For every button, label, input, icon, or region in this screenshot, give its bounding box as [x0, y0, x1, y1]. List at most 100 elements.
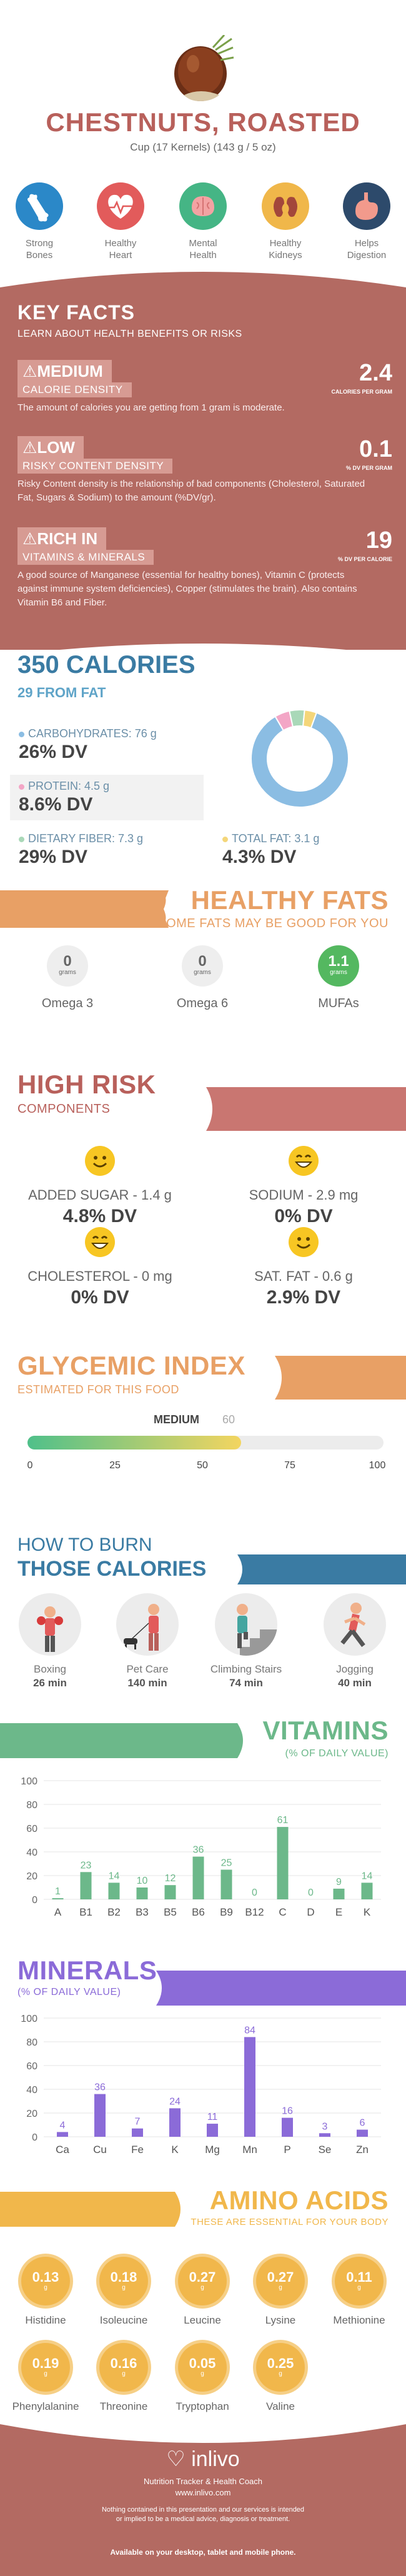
vitamins-subtitle: (% OF DAILY VALUE): [285, 1748, 389, 1759]
data-label: 4: [60, 2120, 66, 2131]
glycemic-title: GLYCEMIC INDEX: [17, 1351, 245, 1380]
footer-url[interactable]: www.inlivo.com: [175, 2488, 231, 2497]
burn-pet-care: Pet Care 140 min: [110, 1593, 185, 1689]
calories-section: 350 CALORIES 29 FROM FAT CARBOHYDRATES: …: [0, 650, 406, 867]
burn-section: HOW TO BURN THOSE CALORIES: [0, 1524, 406, 1712]
fat-unit: grams: [59, 969, 76, 976]
amino-value: 0.13: [32, 2269, 59, 2285]
fact-name: RISKY CONTENT DENSITY: [17, 459, 173, 474]
fact-vitamins-minerals: ⚠RICH IN VITAMINS & MINERALS A good sour…: [17, 527, 392, 610]
amino-value: 0.19: [32, 2355, 59, 2371]
fact-level: RICH IN: [37, 529, 98, 548]
x-tick-label: C: [279, 1906, 286, 1918]
amino-phenylalanine: 0.19 g Phenylalanine: [11, 2343, 80, 2413]
fat-value: 0: [198, 953, 207, 970]
macro-name: TOTAL FAT: 3.1 g: [232, 832, 320, 845]
amino-value: 0.18: [110, 2269, 137, 2285]
benefit-mental-health: Mental Health: [169, 182, 237, 261]
fat-unit: grams: [330, 969, 347, 976]
risk-dv: 2.9% DV: [266, 1287, 341, 1308]
fact-level: MEDIUM: [37, 362, 103, 380]
data-label: 14: [109, 1871, 120, 1881]
burn-name: Pet Care: [126, 1663, 169, 1675]
data-label: 9: [336, 1877, 342, 1887]
fact-unit: CALORIES PER GRAM: [331, 389, 392, 395]
gi-tick-label: 100: [369, 1460, 386, 1471]
burn-title-1: HOW TO BURN: [17, 1534, 152, 1555]
amino-lysine: 0.27 g Lysine: [246, 2257, 315, 2327]
bar: [192, 1856, 204, 1899]
macro-protein: PROTEIN: 4.5 g 8.6% DV: [10, 775, 204, 820]
gi-tick-label: 50: [197, 1460, 208, 1471]
data-label: 24: [169, 2096, 181, 2107]
bar: [80, 1872, 92, 1899]
risk-name: CHOLESTEROL - 0 mg: [27, 1268, 172, 1284]
footer: ♡ inlivo Nutrition Tracker & Health Coac…: [0, 2424, 406, 2576]
burn-name: Jogging: [336, 1663, 374, 1675]
amino-unit: g: [201, 2284, 204, 2291]
amino-name: Histidine: [25, 2314, 66, 2326]
macro-fiber: DIETARY FIBER: 7.3 g 29% DV: [10, 827, 204, 873]
fat-value: 1.1: [328, 953, 349, 970]
data-label: 84: [244, 2025, 255, 2036]
x-tick-label: E: [335, 1906, 342, 1918]
fact-desc: A good source of Manganese (essential fo…: [17, 570, 357, 608]
amino-name: Phenylalanine: [12, 2400, 79, 2412]
glycemic-value: 60: [222, 1413, 235, 1426]
amino-name: Methionine: [333, 2314, 385, 2326]
macro-fat: TOTAL FAT: 3.1 g 4.3% DV: [214, 827, 406, 873]
y-tick-label: 0: [32, 2132, 37, 2143]
fact-unit: % DV PER CALORIE: [337, 556, 392, 562]
bar: [136, 1887, 148, 1899]
x-tick-label: Mg: [205, 2144, 220, 2156]
x-tick-label: B1: [79, 1906, 92, 1918]
minerals-chart: 0 20 40 60 80 100 4 Ca 36 Cu 7 Fe 24 K 11 Mg 84 Mn 16 P 3 Se 6…: [21, 2014, 381, 2156]
fat-unit: grams: [194, 969, 211, 976]
y-tick-label: 20: [26, 1871, 37, 1882]
y-tick-label: 40: [26, 1847, 37, 1858]
data-label: 0: [252, 1887, 257, 1898]
data-label: 0: [308, 1887, 314, 1898]
x-tick-label: B5: [164, 1906, 177, 1918]
benefit-healthy-heart: Healthy Heart: [86, 182, 155, 261]
data-label: 11: [207, 2112, 218, 2122]
amino-valine: 0.25 g Valine: [246, 2343, 315, 2413]
amino-unit: g: [122, 2370, 126, 2377]
amino-unit: g: [279, 2284, 282, 2291]
fact-desc: Risky Content density is the relationshi…: [17, 479, 365, 503]
bar: [132, 2128, 143, 2137]
y-tick-label: 100: [21, 1776, 37, 1787]
grin-icon: [289, 1146, 319, 1176]
warning-icon: ⚠: [22, 529, 37, 548]
bar: [207, 2124, 218, 2137]
x-tick-label: Cu: [93, 2144, 107, 2156]
macro-dv: 4.3% DV: [222, 847, 297, 867]
benefit-label: Strong Bones: [25, 238, 54, 261]
amino-tryptophan: 0.05 g Tryptophan: [168, 2343, 237, 2413]
x-tick-label: Fe: [131, 2144, 144, 2156]
data-label: 1: [55, 1886, 61, 1897]
fact-level: LOW: [37, 438, 75, 457]
amino-unit: g: [357, 2284, 361, 2291]
bar: [357, 2129, 368, 2137]
bar: [108, 1882, 120, 1899]
key-facts-subtitle: LEARN ABOUT HEALTH BENEFITS OR RISKS: [17, 329, 242, 339]
risk-sat-fat: SAT. FAT - 0.6 g 2.9% DV: [222, 1227, 385, 1308]
benefit-label: Helps Digestion: [347, 238, 387, 261]
fact-risky-content: ⚠LOW RISKY CONTENT DENSITY Risky Content…: [17, 436, 392, 505]
gi-fill: [27, 1436, 241, 1450]
bar: [94, 2094, 106, 2137]
warning-icon: ⚠: [22, 438, 37, 457]
data-label: 12: [165, 1873, 176, 1884]
x-tick-label: Zn: [356, 2144, 369, 2156]
footer-disclaimer: Nothing contained in this presentation a…: [101, 2506, 305, 2523]
y-tick-label: 60: [26, 2061, 37, 2072]
macro-dv: 29% DV: [19, 847, 88, 867]
y-tick-label: 40: [26, 2085, 37, 2096]
burn-minutes: 74 min: [229, 1677, 263, 1689]
footer-logo[interactable]: ♡ inlivo: [0, 2447, 406, 2472]
bar: [319, 2133, 330, 2137]
amino-name: Lysine: [265, 2314, 296, 2326]
brain-icon: [179, 182, 227, 230]
data-label: 10: [137, 1876, 148, 1886]
